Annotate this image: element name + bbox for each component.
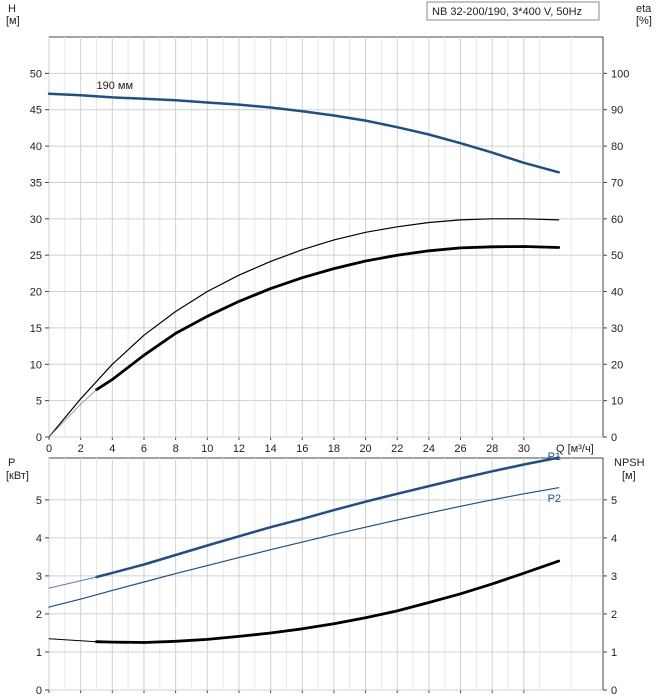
series-eta_line [48, 218, 560, 438]
x-tick-label: 30 [518, 443, 530, 455]
x-tick-label: 4 [109, 443, 115, 455]
upper-right-tick-label: 90 [611, 105, 623, 117]
upper-right-tick-label: 30 [611, 323, 623, 335]
eta-axis-unit: [%] [636, 15, 652, 27]
lower-right-tick-label: 2 [611, 609, 617, 621]
upper-right-tick-label: 20 [611, 359, 623, 371]
x-tick-label: 10 [201, 443, 213, 455]
series-P1_ext [48, 576, 97, 589]
upper-plot-frame [48, 36, 604, 438]
upper-left-tick-label: 25 [30, 250, 42, 262]
upper-left-tick-label: 40 [30, 141, 42, 153]
npsh-axis-unit: [м] [622, 470, 636, 482]
upper-left-tick-label: 50 [30, 68, 42, 80]
upper-right-tick-label: 50 [611, 250, 623, 262]
series-NPSH [95, 559, 561, 644]
upper-left-tick-label: 35 [30, 177, 42, 189]
chart-title: NB 32-200/190, 3*400 V, 50Hz [432, 6, 582, 18]
head-axis-label: H [8, 3, 16, 15]
x-tick-label: 18 [328, 443, 340, 455]
npsh-axis-label: NPSH [614, 457, 645, 469]
x-tick-label: 12 [233, 443, 245, 455]
upper-right-tick-label: 10 [611, 396, 623, 408]
head-axis-unit: [м] [6, 15, 20, 27]
eta-axis-label: eta [636, 3, 652, 15]
title-box-frame [426, 1, 600, 21]
series-eta_thin_start [48, 389, 97, 438]
upper-left-tick-label: 5 [36, 396, 42, 408]
series-eta_bold [95, 245, 561, 392]
lower-right-tick-label: 0 [611, 685, 617, 697]
x-tick-label: 26 [454, 443, 466, 455]
lower-right-tick-label: 3 [611, 571, 617, 583]
lower-right-tick-label: 5 [611, 495, 617, 507]
upper-right-tick-label: 70 [611, 177, 623, 189]
flow-axis-label: Q [м³/ч] [556, 443, 594, 455]
upper-left-tick-label: 15 [30, 323, 42, 335]
lower-left-tick-label: 2 [36, 609, 42, 621]
legend-label-P1: P1 [548, 451, 561, 463]
upper-right-tick-label: 40 [611, 287, 623, 299]
series-P2 [48, 487, 560, 608]
upper-right-tick-label: 0 [611, 432, 617, 444]
lower-plot: 0 1 2 3 4 5 0 1 2 3 4 5 P1 P2 [36, 451, 617, 697]
upper-left-tick-label: 30 [30, 214, 42, 226]
x-tick-label: 24 [423, 443, 435, 455]
series-head [47, 92, 560, 174]
lower-left-tick-label: 3 [36, 571, 42, 583]
title-box: NB 32-200/190, 3*400 V, 50Hz [426, 1, 600, 21]
upper-left-tick-label: 10 [30, 359, 42, 371]
upper-right-tick-label: 60 [611, 214, 623, 226]
x-tick-label: 22 [391, 443, 403, 455]
x-tick-label: 2 [78, 443, 84, 455]
lower-left-tick-label: 1 [36, 647, 42, 659]
x-tick-label: 20 [359, 443, 371, 455]
x-tick-label: 16 [296, 443, 308, 455]
lower-right-tick-label: 4 [611, 533, 617, 545]
legend-label-P2: P2 [548, 493, 561, 505]
upper-right-tick-label: 100 [611, 68, 629, 80]
lower-left-tick-label: 5 [36, 495, 42, 507]
curve-annotation: 190 мм [96, 80, 133, 92]
x-tick-label: 28 [486, 443, 498, 455]
series-NPSH_ext [48, 638, 97, 643]
upper-plot: 0 2 4 6 8 10 12 14 16 18 20 22 24 26 28 300510152025303… [30, 36, 629, 455]
upper-right-tick-label: 80 [611, 141, 623, 153]
power-axis-label: P [8, 457, 15, 469]
series-P1 [95, 456, 560, 579]
x-tick-label: 14 [264, 443, 276, 455]
lower-left-tick-label: 0 [36, 685, 42, 697]
lower-right-tick-label: 1 [611, 647, 617, 659]
x-tick-label: 8 [173, 443, 179, 455]
lower-left-tick-label: 4 [36, 533, 42, 545]
upper-left-tick-label: 20 [30, 287, 42, 299]
upper-left-tick-label: 45 [30, 105, 42, 117]
x-tick-label: 0 [46, 443, 52, 455]
power-axis-unit: [кВт] [6, 470, 29, 482]
upper-left-tick-label: 0 [36, 432, 42, 444]
x-tick-label: 6 [141, 443, 147, 455]
